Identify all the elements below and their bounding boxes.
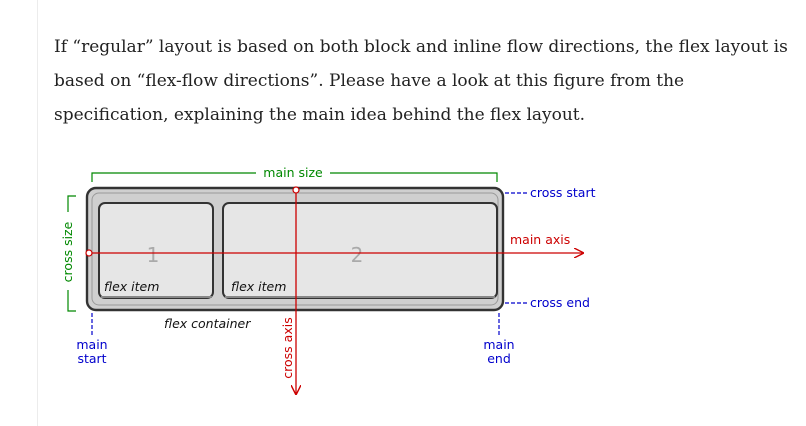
cross-size-bracket (67, 195, 76, 312)
flex-item-1-number: 1 (147, 243, 160, 267)
flex-item-2-number: 2 (351, 243, 364, 267)
flex-item-1-box (98, 202, 214, 299)
flex-container-label: flex container (164, 316, 251, 331)
flex-item-2-box (222, 202, 498, 299)
main-end-label-line-1: main (483, 337, 514, 352)
main-size-label: main size (263, 165, 323, 180)
main-size-bracket (91, 172, 498, 182)
paragraph-line-2: based on “flex-flow directions”. Please … (54, 71, 685, 91)
cross-start-label: cross start (530, 185, 596, 200)
cross-axis-arrow (293, 186, 299, 394)
main-end-label-line-2: end (487, 351, 511, 366)
main-axis-label: main axis (510, 232, 570, 247)
cross-axis-label: cross axis (280, 317, 295, 378)
cross-end-label: cross end (530, 295, 590, 310)
flex-item-2-label: flex item (231, 279, 286, 294)
main-axis-arrow (85, 250, 583, 256)
paragraph-line-1: If “regular” layout is based on both blo… (54, 37, 788, 57)
left-margin-rule (37, 0, 38, 426)
flex-item-1-label: flex item (104, 279, 159, 294)
main-start-label-line-2: start (77, 351, 106, 366)
cross-size-label: cross size (60, 221, 75, 282)
article-paragraph: If “regular” layout is based on both blo… (54, 30, 788, 132)
main-start-label-line-1: main (76, 337, 107, 352)
paragraph-line-3: specification, explaining the main idea … (54, 105, 586, 125)
